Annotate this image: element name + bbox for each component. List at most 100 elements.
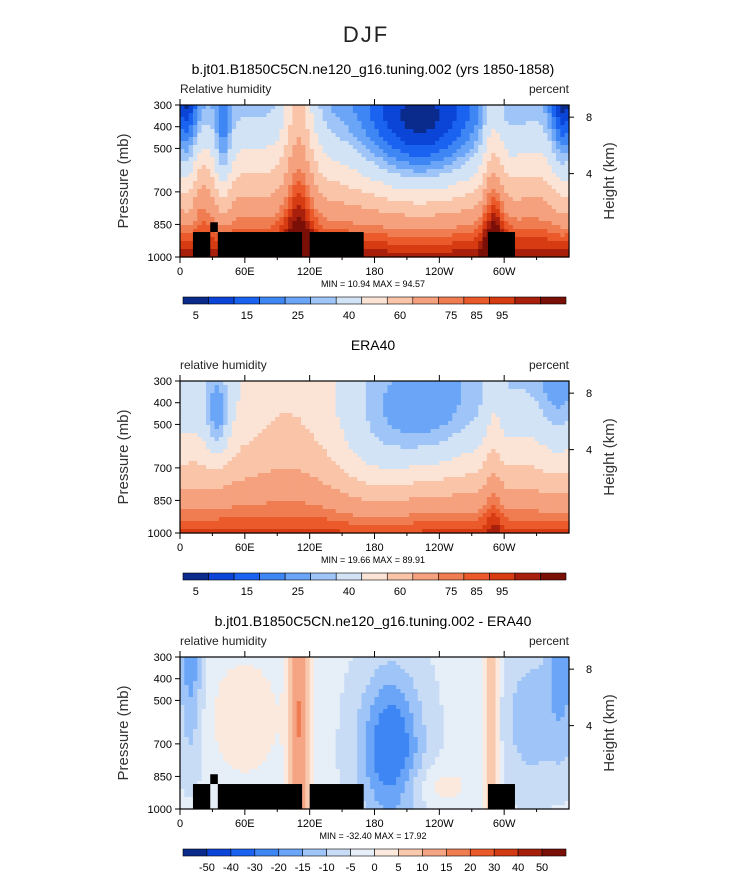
x-tick-label: 120W xyxy=(425,542,454,554)
y-axis: 300 400 500 700 850 1000 Pressure (mb) xyxy=(115,100,180,264)
left-label: relative humidity xyxy=(180,358,267,372)
x-tick-label: 120E xyxy=(297,818,323,830)
colorbar-label: 0 xyxy=(371,862,377,872)
y-axis-label: Pressure (mb) xyxy=(115,685,132,780)
colorbar-swatch xyxy=(335,572,363,581)
height-axis: 8 4 Height (km) xyxy=(569,664,618,772)
colorbar-label: 40 xyxy=(343,586,355,598)
right-label: percent xyxy=(529,82,570,96)
panel-2: ERA40 relative humidity percent 0 60E 120E 180… xyxy=(115,337,618,598)
y-axis: 300 400 500 700 850 1000 Pressure (mb) xyxy=(115,376,180,540)
y-axis-label: Pressure (mb) xyxy=(115,133,132,228)
y-tick-label: 850 xyxy=(154,495,172,507)
colorbar-label: 30 xyxy=(488,862,500,872)
land-mask xyxy=(192,774,515,809)
x-tick-label: 60E xyxy=(235,266,255,278)
colorbar-label: 5 xyxy=(193,310,199,322)
colorbar-swatch xyxy=(284,296,311,305)
colorbar-swatch xyxy=(361,572,388,581)
colorbar-label: 85 xyxy=(471,310,483,322)
colorbar-label: -50 xyxy=(199,862,215,872)
y-axis-label: Pressure (mb) xyxy=(115,409,132,504)
colorbar-swatch xyxy=(398,848,423,857)
colorbar-label: 15 xyxy=(241,586,253,598)
colorbar-swatch xyxy=(514,572,541,581)
height-axis-label: Height (km) xyxy=(601,418,618,496)
height-tick-label: 8 xyxy=(586,388,592,400)
heatmap-cells xyxy=(180,381,570,534)
colorbar-label: -10 xyxy=(319,862,335,872)
colorbar-label: 25 xyxy=(292,586,304,598)
colorbar-swatch xyxy=(493,848,519,857)
colorbar-swatch xyxy=(284,572,311,581)
land-block xyxy=(309,784,364,809)
x-tick-label: 60W xyxy=(493,542,516,554)
colorbar-label: 50 xyxy=(536,862,548,872)
colorbar: 5 15 25 40 60 75 85 95 xyxy=(182,296,567,322)
colorbar-swatch xyxy=(350,848,375,857)
height-axis-label: Height (km) xyxy=(601,142,618,220)
panel-1: b.jt01.B1850C5CN.ne120_g16.tuning.002 (y… xyxy=(115,61,618,322)
height-axis: 8 4 Height (km) xyxy=(569,112,618,220)
y-tick-label: 700 xyxy=(154,463,172,475)
panels: b.jt01.B1850C5CN.ne120_g16.tuning.002 (y… xyxy=(115,61,618,872)
colorbar-swatch xyxy=(208,572,235,581)
height-tick-label: 8 xyxy=(586,112,592,124)
y-tick-label: 850 xyxy=(154,771,172,783)
land-block xyxy=(309,232,364,257)
y-tick-label: 400 xyxy=(154,122,172,134)
stats-label: MIN = -32.40 MAX = 17.92 xyxy=(319,831,426,841)
colorbar-label: 5 xyxy=(395,862,401,872)
x-axis: 0 60E 120E 180 120W 60W xyxy=(177,651,538,830)
colorbar-swatch xyxy=(233,296,260,305)
colorbar-label: 15 xyxy=(440,862,452,872)
colorbar-swatch xyxy=(259,572,286,581)
colorbar: -50 -40 -30 -20 -15 -10 -5 0 5 10 15 20 30 40 50 xyxy=(182,848,567,872)
height-tick-label: 4 xyxy=(586,721,592,733)
colorbar-label: 75 xyxy=(445,586,457,598)
colorbar-swatch xyxy=(208,296,235,305)
colorbar-label: 40 xyxy=(512,862,524,872)
x-tick-label: 120W xyxy=(425,818,454,830)
height-tick-label: 8 xyxy=(586,664,592,676)
y-tick-label: 1000 xyxy=(148,252,172,264)
colorbar-swatch xyxy=(386,572,414,581)
colorbar-swatch xyxy=(182,572,209,581)
colorbar-label: 75 xyxy=(445,310,457,322)
colorbar-label: 95 xyxy=(496,310,508,322)
colorbar: 5 15 25 40 60 75 85 95 xyxy=(182,572,567,598)
x-tick-label: 180 xyxy=(365,266,383,278)
left-label: Relative humidity xyxy=(180,82,271,96)
colorbar-label: 5 xyxy=(193,586,199,598)
colorbar-label: -40 xyxy=(223,862,239,872)
height-tick-label: 4 xyxy=(586,169,592,181)
x-tick-label: 60E xyxy=(235,818,255,830)
y-tick-label: 300 xyxy=(154,376,172,388)
x-axis: 0 60E 120E 180 120W 60W xyxy=(177,375,538,554)
heatmap-cells xyxy=(180,105,570,258)
colorbar-swatch xyxy=(412,572,439,581)
colorbar-label: 60 xyxy=(394,310,406,322)
colorbar-swatch xyxy=(438,296,465,305)
colorbar-swatch xyxy=(230,848,256,857)
x-tick-label: 60W xyxy=(493,266,516,278)
colorbar-swatch xyxy=(254,848,280,857)
colorbar-swatch xyxy=(310,296,337,305)
x-tick-label: 120E xyxy=(297,266,323,278)
y-tick-label: 1000 xyxy=(148,528,172,540)
colorbar-label: -30 xyxy=(247,862,263,872)
colorbar-swatch xyxy=(206,848,232,857)
colorbar-label: 25 xyxy=(292,310,304,322)
land-block xyxy=(217,784,303,809)
colorbar-swatch xyxy=(422,848,447,857)
height-axis: 8 4 Height (km) xyxy=(569,388,618,496)
right-label: percent xyxy=(529,634,570,648)
colorbar-swatch xyxy=(182,296,209,305)
x-tick-label: 0 xyxy=(177,542,183,554)
land-block xyxy=(487,784,515,809)
colorbar-label: 20 xyxy=(464,862,476,872)
land-mask xyxy=(192,222,515,257)
stats-label: MIN = 10.94 MAX = 94.57 xyxy=(321,279,425,289)
x-tick-label: 180 xyxy=(365,542,383,554)
